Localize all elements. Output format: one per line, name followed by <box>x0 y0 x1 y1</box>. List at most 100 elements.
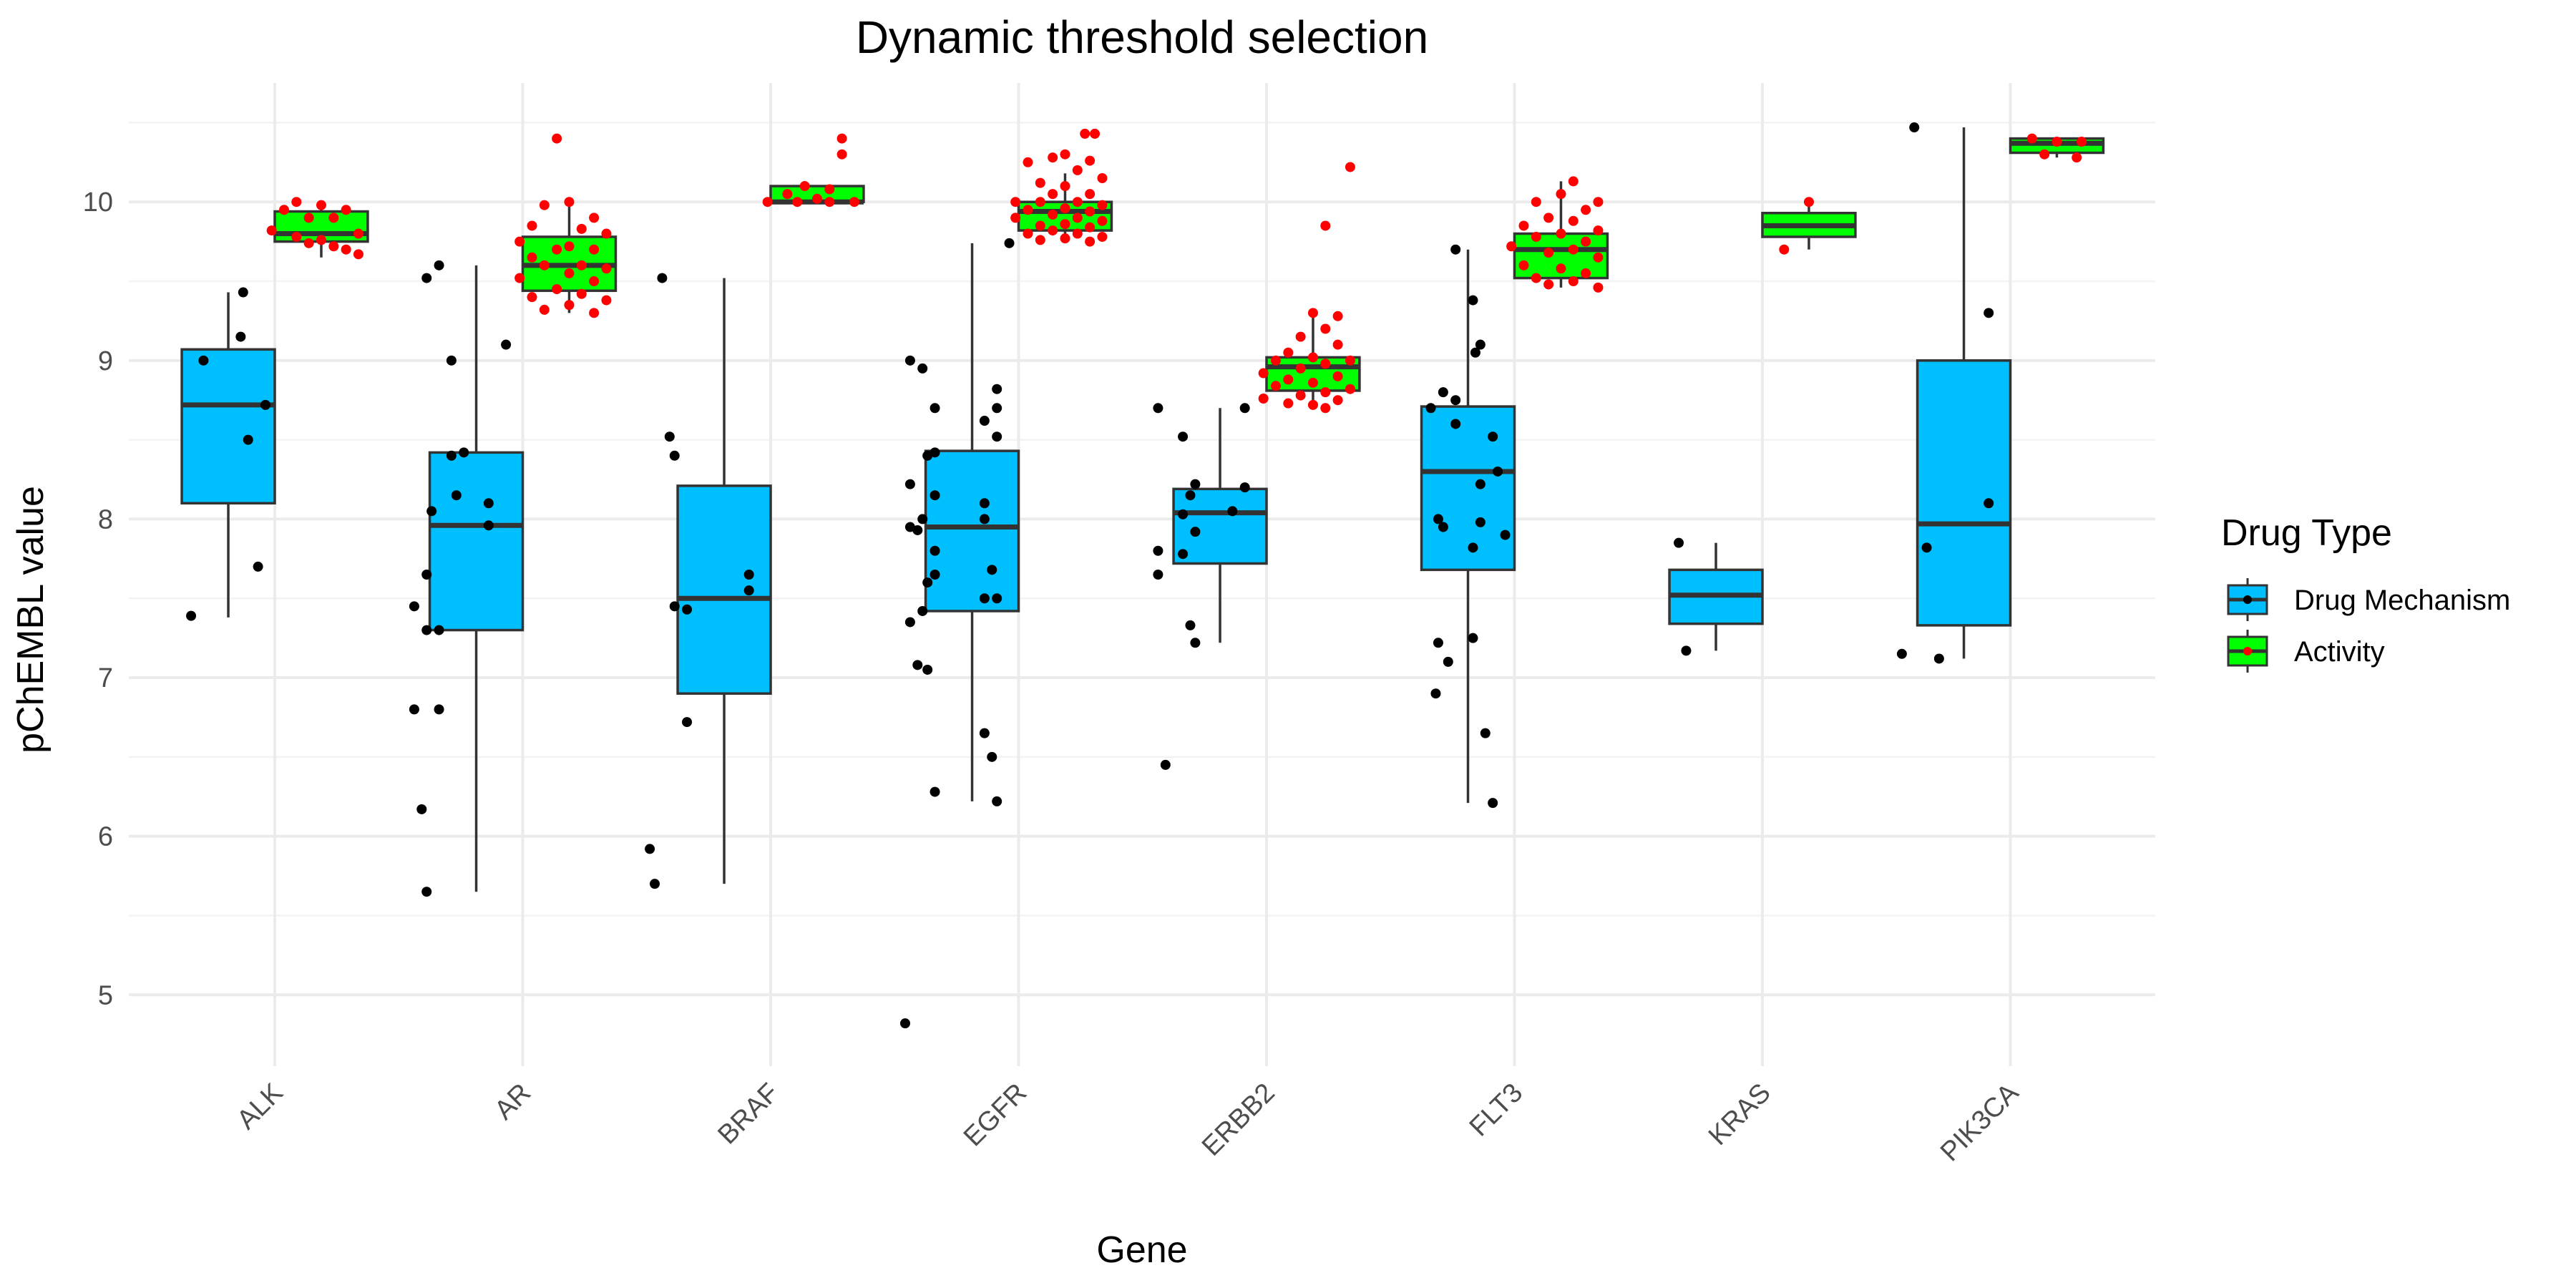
data-point-activity <box>1332 371 1343 381</box>
data-point-activity <box>1506 241 1517 252</box>
data-point-drug-mechanism <box>930 403 940 414</box>
data-point-activity <box>782 189 793 200</box>
data-point-activity <box>1556 189 1566 200</box>
data-point-drug-mechanism <box>260 399 271 410</box>
data-point-drug-mechanism <box>979 728 990 738</box>
data-point-activity <box>1270 355 1281 366</box>
data-point-drug-mechanism <box>1933 653 1944 664</box>
data-point-activity <box>353 249 364 260</box>
data-point-activity <box>836 133 847 144</box>
data-point-activity <box>527 292 537 303</box>
data-point-drug-mechanism <box>416 804 427 814</box>
data-point-activity <box>1010 213 1021 223</box>
data-point-drug-mechanism <box>1475 339 1485 350</box>
data-point-activity <box>1593 197 1604 208</box>
data-point-drug-mechanism <box>912 660 923 670</box>
data-point-activity <box>1531 231 1541 242</box>
data-point-drug-mechanism <box>1178 509 1189 519</box>
data-point-activity <box>1060 219 1070 230</box>
data-point-activity <box>589 244 600 255</box>
data-point-activity <box>1543 248 1554 258</box>
x-tick-label: ALK <box>231 1078 288 1135</box>
data-point-drug-mechanism <box>917 605 928 616</box>
legend-entry-activity: Activity <box>2227 630 2385 673</box>
data-point-drug-mechanism <box>922 577 933 588</box>
data-point-activity <box>539 260 550 270</box>
data-point-drug-mechanism <box>243 434 253 445</box>
data-point-drug-mechanism <box>922 450 933 461</box>
data-point-drug-mechanism <box>992 593 1002 604</box>
data-point-activity <box>1072 165 1083 175</box>
data-point-activity <box>564 197 575 208</box>
data-point-drug-mechanism <box>1984 498 1994 509</box>
data-point-activity <box>1518 220 1529 231</box>
data-point-activity <box>1556 263 1566 274</box>
y-axis-title: pChEMBL value <box>10 486 52 753</box>
box-body <box>676 484 772 695</box>
data-point-drug-mechanism <box>1190 479 1201 489</box>
data-point-activity <box>2077 136 2087 147</box>
data-point-activity <box>1332 395 1343 406</box>
data-point-drug-mechanism <box>1227 506 1238 517</box>
legend-entry-drug-mechanism: Drug Mechanism <box>2227 578 2510 621</box>
data-point-activity <box>589 213 600 223</box>
box-body <box>180 348 276 505</box>
data-point-drug-mechanism <box>992 403 1002 414</box>
legend: Drug Type Drug Mechanism Activity <box>2221 512 2510 673</box>
data-point-activity <box>1518 260 1529 270</box>
data-point-drug-mechanism <box>1468 633 1478 643</box>
data-point-activity <box>564 300 575 311</box>
data-point-drug-mechanism <box>421 887 432 897</box>
data-point-drug-mechanism <box>979 498 990 509</box>
data-point-activity <box>564 268 575 278</box>
data-point-activity <box>1581 205 1591 215</box>
data-point-drug-mechanism <box>743 570 754 580</box>
x-tick-label: FLT3 <box>1464 1078 1528 1142</box>
data-point-activity <box>303 213 314 223</box>
data-point-activity <box>1295 331 1306 342</box>
x-tick-label: PIK3CA <box>1935 1078 2025 1168</box>
data-point-drug-mechanism <box>922 664 933 675</box>
data-point-activity <box>552 244 562 255</box>
data-point-activity <box>799 181 810 192</box>
data-point-drug-mechanism <box>979 514 990 525</box>
data-point-activity <box>1543 279 1554 290</box>
data-point-activity <box>1080 128 1091 139</box>
data-point-drug-mechanism <box>409 601 419 612</box>
data-point-activity <box>328 241 339 252</box>
data-point-drug-mechanism <box>645 844 655 854</box>
data-point-activity <box>601 295 612 306</box>
data-point-drug-mechanism <box>434 704 444 715</box>
data-point-activity <box>824 197 835 208</box>
legend-key-point <box>2243 595 2252 604</box>
data-point-drug-mechanism <box>930 570 940 580</box>
data-point-drug-mechanism <box>434 260 444 270</box>
box-kras-drug-mechanism <box>1668 542 1764 651</box>
data-point-activity <box>1568 176 1579 187</box>
data-point-drug-mechanism <box>1921 542 1932 553</box>
data-point-activity <box>1035 197 1045 208</box>
data-point-drug-mechanism <box>434 625 444 635</box>
data-point-activity <box>1035 235 1045 245</box>
data-point-activity <box>1320 220 1331 231</box>
data-point-activity <box>2051 136 2062 147</box>
data-point-drug-mechanism <box>904 617 915 628</box>
data-point-drug-mechanism <box>912 525 923 535</box>
data-point-drug-mechanism <box>1425 403 1436 414</box>
data-point-activity <box>514 236 525 247</box>
data-point-activity <box>1085 222 1096 233</box>
data-point-activity <box>564 241 575 252</box>
data-point-drug-mechanism <box>1896 648 1907 659</box>
box-erbb2-activity <box>1265 317 1361 409</box>
data-point-activity <box>527 220 537 231</box>
data-point-activity <box>1593 225 1604 236</box>
data-point-activity <box>1531 273 1541 283</box>
data-point-activity <box>1097 231 1108 242</box>
x-tick-label: AR <box>489 1078 537 1126</box>
data-point-drug-mechanism <box>979 593 990 604</box>
data-point-drug-mechanism <box>1450 395 1461 406</box>
x-tick-label: EGFR <box>958 1078 1033 1152</box>
data-point-drug-mechanism <box>1450 244 1461 255</box>
x-tick-label: ERBB2 <box>1196 1078 1281 1162</box>
data-point-drug-mechanism <box>446 450 457 461</box>
